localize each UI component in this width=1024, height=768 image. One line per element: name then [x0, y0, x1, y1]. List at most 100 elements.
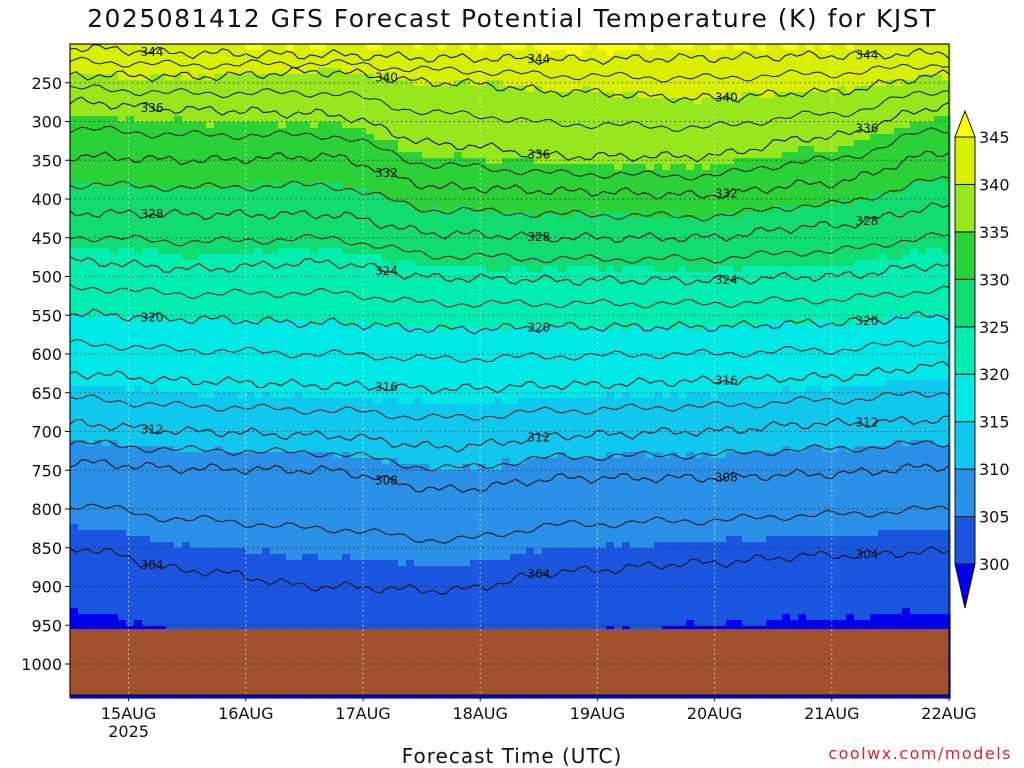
y-tick-label: 400: [31, 190, 62, 209]
colorbar-label: 345: [979, 128, 1010, 147]
contour-label-320: 320: [527, 320, 550, 334]
y-tick-label: 600: [31, 345, 62, 364]
isentrope-lines: 304 304 304 308 308 312 312 312 316 316 320 320 320 3…: [69, 44, 950, 595]
contour-label-308: 308: [715, 471, 738, 485]
y-tick-label: 750: [31, 461, 62, 480]
contour-label-320: 320: [856, 314, 879, 328]
isentrope-316: [69, 360, 950, 395]
isentrope-minor: [69, 125, 950, 181]
isentrope-324: [69, 256, 950, 286]
contour-label-332: 332: [715, 187, 738, 201]
x-tick-label: 20AUG: [687, 704, 742, 723]
colorbar-box: [954, 516, 976, 565]
contour-label-312: 312: [527, 430, 550, 444]
colorbar-box: [954, 421, 976, 470]
y-tick-label: 550: [31, 306, 62, 325]
colorbar-box: [954, 136, 976, 185]
y-tick-label: 300: [31, 113, 62, 132]
contour-label-308: 308: [375, 474, 398, 488]
isentrope-312: [69, 415, 950, 453]
colorbar-box: [954, 326, 976, 375]
y-tick-label: 500: [31, 268, 62, 287]
isentrope-340: [69, 66, 950, 104]
contour-label-340: 340: [375, 71, 398, 85]
y-tick-label: 700: [31, 423, 62, 442]
colorbar-box: [954, 231, 976, 280]
contour-label-312: 312: [141, 422, 164, 436]
colorbar-box: [954, 278, 976, 328]
contour-label-344: 344: [527, 52, 550, 66]
x-axis: 15AUG 16AUG 17AUG 18AUG 19AUG 20AUG 21AUG 22AUG…: [69, 695, 977, 741]
isentrope-minor: [69, 390, 950, 421]
x-tick-label: 15AUG: [101, 704, 156, 723]
contour-label-336: 336: [141, 101, 164, 115]
isentrope-minor: [69, 439, 950, 472]
colorbar-label: 325: [979, 318, 1010, 337]
colorbar-label: 310: [979, 460, 1010, 479]
isentrope-minor: [69, 84, 950, 132]
colorbar-label: 305: [979, 508, 1010, 527]
contour-label-336: 336: [856, 122, 879, 136]
x-year-label: 2025: [108, 722, 149, 741]
x-tick-label: 18AUG: [452, 704, 507, 723]
contour-label-344: 344: [856, 48, 879, 62]
colorbar-min-arrow: [954, 563, 976, 609]
isentrope-minor: [69, 503, 950, 544]
contour-label-304: 304: [856, 547, 879, 561]
isentrope-308: [69, 459, 950, 494]
isentrope-328: [69, 202, 950, 243]
colorbar-label: 335: [979, 223, 1010, 242]
isentrope-332: [69, 150, 950, 200]
colorbar-max-arrow: [954, 109, 976, 138]
isentrope-minor: [69, 176, 950, 222]
contour-label-324: 324: [375, 264, 398, 278]
contour-label-324: 324: [715, 273, 738, 287]
contour-label-340: 340: [715, 90, 738, 104]
y-tick-label: 250: [31, 74, 62, 93]
y-axis: 250 300 350 400 450 500 550 600 650 700 750 800 850 9…: [21, 74, 70, 674]
colorbar-box: [954, 468, 976, 518]
y-tick-label: 350: [31, 151, 62, 170]
y-tick-label: 650: [31, 384, 62, 403]
theta-field: [70, 44, 951, 699]
chart-title: 2025081412 GFS Forecast Potential Temper…: [87, 4, 937, 33]
contour-label-336: 336: [527, 147, 550, 161]
contour-label-328: 328: [856, 214, 879, 228]
credit-text: coolwx.com/models: [828, 744, 1012, 763]
contour-label-316: 316: [715, 374, 738, 388]
y-tick-label: 450: [31, 229, 62, 248]
colorbar-label: 315: [979, 413, 1010, 432]
y-tick-label: 850: [31, 539, 62, 558]
x-tick-label: 22AUG: [921, 704, 976, 723]
isentrope-minor: [69, 284, 950, 309]
colorbar: 300 305 310 315 320 325 330 335 340 345: [954, 109, 1010, 609]
x-tick-label: 16AUG: [218, 704, 273, 723]
colorbar-label: 330: [979, 270, 1010, 289]
x-axis-label: Forecast Time (UTC): [401, 744, 623, 768]
isentrope-344: [69, 44, 950, 66]
contour-label-304: 304: [527, 567, 550, 581]
colorbar-label: 340: [979, 175, 1010, 194]
y-tick-label: 900: [31, 578, 62, 597]
colorbar-label: 320: [979, 365, 1010, 384]
y-tick-label: 800: [31, 500, 62, 519]
x-tick-label: 21AUG: [804, 704, 859, 723]
isentrope-minor: [69, 232, 950, 265]
contour-label-304: 304: [141, 558, 164, 572]
isentrope-304: [69, 545, 950, 595]
x-tick-label: 19AUG: [570, 704, 625, 723]
isentrope-336: [69, 96, 950, 163]
x-tick-label: 17AUG: [335, 704, 390, 723]
ground-terrain: [70, 629, 949, 695]
isentrope-minor: [69, 56, 950, 83]
contour-label-316: 316: [375, 380, 398, 394]
isentrope-minor: [69, 338, 950, 364]
contour-label-328: 328: [527, 230, 550, 244]
contour-label-344: 344: [141, 45, 164, 59]
contour-label-328: 328: [141, 207, 164, 221]
contour-label-332: 332: [375, 166, 398, 180]
colorbar-label: 300: [979, 555, 1010, 574]
isentrope-320: [69, 308, 950, 335]
colorbar-box: [954, 373, 976, 423]
